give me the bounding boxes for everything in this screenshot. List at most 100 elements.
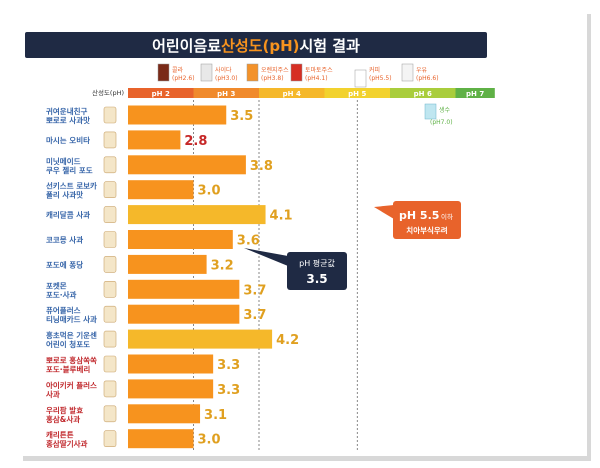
category-label: 뽀로로 홍삼쏙쏙 <box>46 355 97 365</box>
category-label: 캐리달콤 사과 <box>46 210 90 220</box>
reference-drink-ph: (pH2.6) <box>172 75 195 82</box>
bar-value-label: 2.8 <box>184 134 207 149</box>
ph-scale-segment <box>193 88 259 98</box>
product-icon <box>103 106 117 124</box>
product-icon <box>103 156 117 174</box>
water-name: 생수 <box>439 106 451 114</box>
frame-shadow-right <box>585 14 591 458</box>
bar-value-label: 3.7 <box>243 308 266 323</box>
category-label: 티닝매카드 사과 <box>46 314 97 324</box>
chart-title-suffix: 시험 결과 <box>299 36 360 55</box>
ph-scale-label: pH 3 <box>217 90 235 98</box>
category-label: 포도·사과 <box>46 289 77 299</box>
frame-shadow-bottom <box>23 455 591 461</box>
ph-scale-label: pH 7 <box>466 90 484 98</box>
reference-drink-ph: (pH5.5) <box>369 75 392 82</box>
reference-drink-name: 사이다 <box>215 66 232 74</box>
reference-drink-name: 토마토주스 <box>305 66 333 74</box>
data-bar <box>128 230 233 249</box>
orange-juice-glass-icon <box>246 63 259 82</box>
category-label: 쿠우 젤리 포도 <box>46 165 93 175</box>
product-icon <box>103 305 117 323</box>
data-bar <box>128 304 240 324</box>
reference-drink-name: 커피 <box>369 66 380 74</box>
ph-scale-segment <box>324 88 390 98</box>
water-glass-icon <box>424 103 437 120</box>
ph-scale-label: pH 6 <box>414 90 432 98</box>
category-label: 포켓몬 <box>46 280 67 290</box>
category-label: 퓨어플러스 <box>46 305 81 315</box>
bar-value-label: 4.2 <box>276 333 299 348</box>
category-label: 아이키커 플러스 <box>46 380 97 390</box>
data-bar <box>128 379 214 399</box>
data-bar <box>128 205 266 225</box>
product-icon <box>103 181 117 198</box>
scale-label: 산성도(pH) <box>92 88 124 97</box>
ph-scale-segment <box>128 88 194 98</box>
product-icon <box>103 430 117 448</box>
category-label: 뽀로로 사과맛 <box>46 115 90 125</box>
threshold-callout-value: pH 5.5 <box>399 209 439 222</box>
bar-value-label: 3.5 <box>230 109 253 124</box>
product-icon <box>103 330 117 348</box>
threshold-callout-box <box>393 201 461 239</box>
bar-value-label: 3.3 <box>217 383 240 398</box>
category-label: 포도·블루베리 <box>46 364 90 374</box>
data-bar <box>128 130 181 150</box>
threshold-callout-unit: 이하 <box>441 212 453 221</box>
data-bar <box>128 155 246 175</box>
category-label: 어린이 청포도 <box>46 339 90 349</box>
product-icon <box>103 280 117 298</box>
chart-title-highlight: 산성도(pH) <box>221 36 300 55</box>
threshold-callout-desc: 치아부식우려 <box>406 225 447 235</box>
reference-drink-ph: (pH3.8) <box>261 75 284 82</box>
category-label: 귀여운내친구 <box>46 106 87 116</box>
data-bar <box>128 404 201 424</box>
bar-value-label: 3.8 <box>250 159 273 174</box>
average-callout-label: pH 평균값 <box>299 258 335 268</box>
data-bar <box>128 105 227 125</box>
ph-scale-segment <box>455 88 495 98</box>
ph-scale-segment <box>390 88 456 98</box>
data-bar <box>128 429 194 449</box>
product-icon <box>103 380 117 398</box>
bar-value-label: 4.1 <box>270 209 293 224</box>
category-label: 홍삼딸기사과 <box>46 439 87 449</box>
product-icon <box>103 131 117 149</box>
bar-value-label: 3.2 <box>211 258 234 273</box>
product-icon <box>103 206 117 223</box>
category-label: 캐리튼튼 <box>46 430 74 440</box>
bar-value-label: 3.3 <box>217 358 240 373</box>
reference-drink-ph: (pH4.1) <box>305 75 328 82</box>
tomato-juice-glass-icon <box>290 63 303 82</box>
ph-scale-segment <box>259 88 325 98</box>
average-callout-box <box>287 252 347 290</box>
product-icon <box>103 231 117 248</box>
ph-scale-label: pH 5 <box>348 90 366 98</box>
category-label: 선키스트 로보카 <box>46 181 97 191</box>
ph-scale-label: pH 2 <box>152 90 170 98</box>
ph-scale-label: pH 4 <box>283 90 301 98</box>
data-bar <box>128 279 240 299</box>
category-label: 폴리 사과맛 <box>46 190 83 200</box>
threshold-callout-pointer <box>374 205 394 219</box>
water-ph: (pH7.0) <box>430 119 453 126</box>
data-bar <box>128 354 214 374</box>
category-label: 홍삼&사과 <box>46 414 80 424</box>
product-icon <box>103 256 117 273</box>
category-label: 마시는 오비타 <box>46 135 90 145</box>
category-label: 포도에 퐁당 <box>46 259 83 269</box>
average-callout-pointer <box>244 248 288 266</box>
reference-drink-ph: (pH3.0) <box>215 75 238 82</box>
milk-glass-icon <box>401 63 414 82</box>
cola-cup-icon <box>157 63 170 82</box>
product-icon <box>103 355 117 373</box>
bar-value-label: 3.0 <box>198 433 221 448</box>
data-bar <box>128 254 207 274</box>
category-label: 사과 <box>46 389 60 399</box>
reference-drink-name: 콜라 <box>172 66 184 74</box>
bar-value-label: 3.0 <box>198 184 221 199</box>
chart-title-prefix: 어린이음료 <box>152 36 222 55</box>
reference-drink-name: 우유 <box>416 67 428 74</box>
